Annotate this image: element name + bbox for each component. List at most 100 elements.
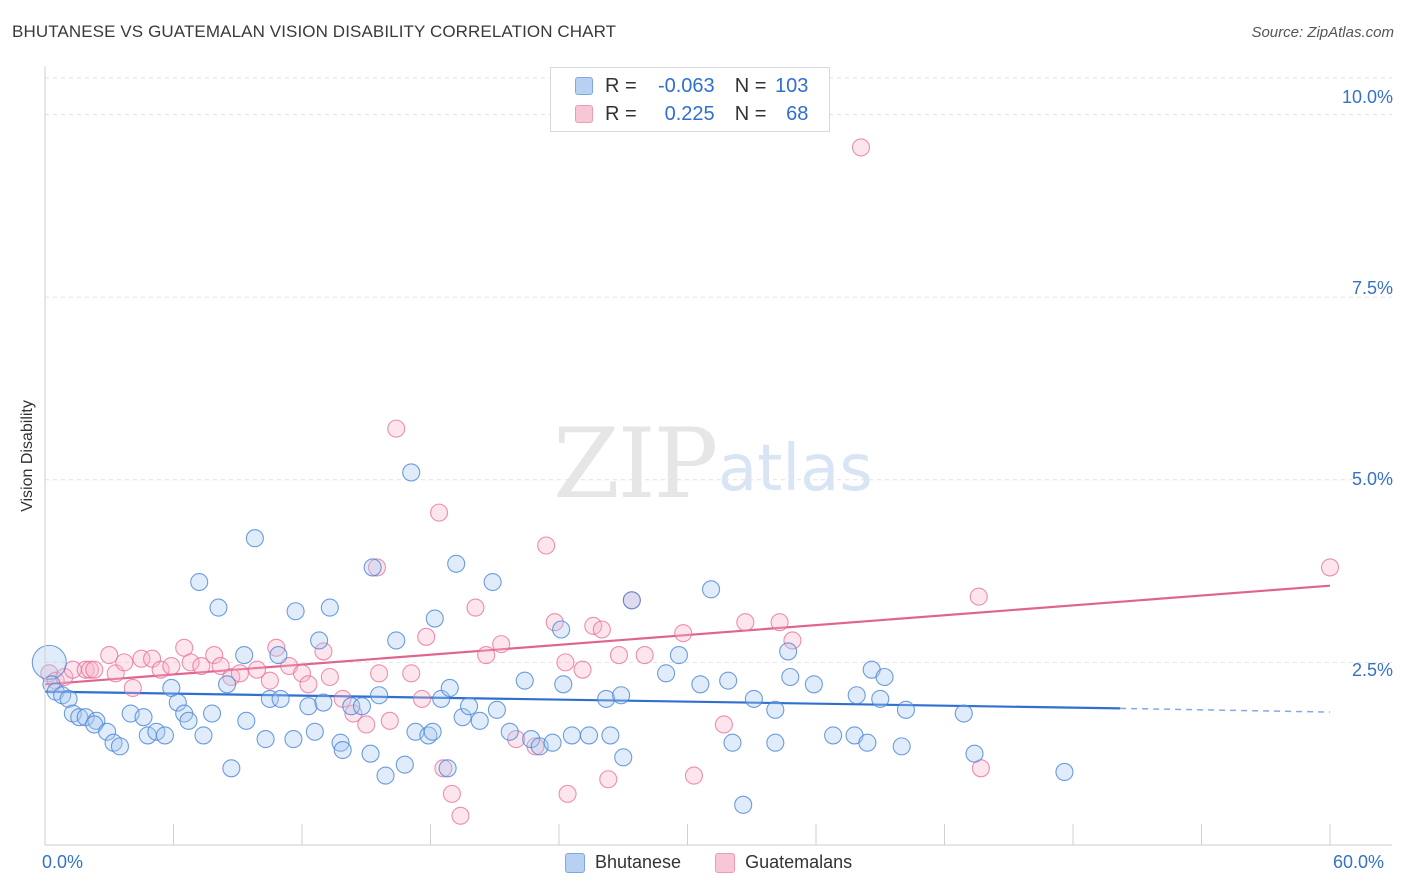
guatemalans-point [635,646,654,665]
guatemalans-point [434,759,453,778]
bhutanese-point [168,693,187,712]
legend-row-bhutanese: R = -0.063 N = 103 [575,73,808,99]
bhutanese-point [70,708,89,727]
bhutanese-point [237,711,256,730]
legend-r-value: 0.225 [664,102,715,125]
axis-layer [44,66,1392,846]
bhutanese-point [342,697,361,716]
bhutanese-point [965,744,984,763]
series-legend: Bhutanese Guatemalans [565,852,886,873]
guatemalans-point [507,730,526,749]
bhutanese-point [858,733,877,752]
guatemalans-point [211,656,230,676]
y-tick-2-5: 2.5% [1351,660,1393,680]
bhutanese-point [333,740,352,760]
bhutanese-point [179,711,198,730]
bhutanese-point [515,671,534,690]
legend-row-guatemalans: R = 0.225 N = 68 [575,101,808,127]
trend-layer [44,584,1331,713]
bhutanese-point [387,631,406,650]
x-tick-max: 60.0% [1333,852,1385,872]
bhutanese-point [190,572,209,592]
guatemalans-point [402,664,421,683]
legend-r-label: R = [605,74,637,97]
bhutanese-point [376,766,395,785]
bhutanese-point [110,737,130,756]
legend-r-value: -0.063 [657,74,715,97]
guatemalans-point [1320,558,1340,577]
guatemalans-point [674,624,693,643]
bhutanese-point [779,642,798,661]
guatemalans-point [162,656,181,676]
guatemalans-point [545,613,564,632]
guatemalans-point [387,419,406,438]
y-tick-5: 5.0% [1351,469,1393,489]
bhutanese-point [134,708,153,727]
bhutanese-point [543,733,562,752]
guatemalans-point [292,664,312,683]
guatemalans-point [314,642,333,661]
guatemalans-point [85,660,104,679]
guatemalans-point [115,653,134,672]
bhutanese-point [579,726,599,745]
bhutanese-point [305,722,324,741]
bhutanese-point [59,689,78,708]
guatemalans-point [537,536,556,555]
bhutanese-point [194,726,213,745]
bhutanese-point [597,689,616,708]
bhutanese-point [260,689,279,708]
guatemalans-point [592,620,611,639]
guatemalans-point [123,678,142,697]
guatemalans-point [267,638,286,657]
bhutanese-point [269,646,288,665]
stats-legend: R = -0.063 N = 103 R = 0.225 N = 68 [550,67,830,132]
guatemalans-point [969,587,988,606]
guatemalans-point [230,664,249,683]
source-label: Source: ZipAtlas.com [1251,24,1394,41]
series-legend-guatemalans[interactable]: Guatemalans [715,852,852,873]
series-swatch-bhutanese [565,852,585,873]
bhutanese-point [352,697,372,716]
bhutanese-point [314,693,333,712]
guatemalans-point [247,660,267,679]
guatemalans-point [205,646,224,665]
bhutanese-point [500,722,519,741]
guatemalans-point [736,613,755,632]
bhutanese-point [310,631,329,650]
guatemalans-point [412,689,431,708]
watermark-atlas: atlas [718,432,873,506]
bhutanese-point [719,671,738,690]
guatemalans-point [357,715,376,734]
watermark-zip: ZIP [553,408,718,520]
bhutanese-point [601,726,620,745]
bhutanese-point [847,686,866,705]
x-tick-min: 0.0% [42,852,84,872]
bhutanese-point [235,646,254,665]
bhutanese-point [245,529,264,548]
legend-n-value: 68 [786,102,809,125]
bhutanese-point [363,558,382,577]
bhutanese-point [734,795,753,814]
bhutanese-point [217,675,237,694]
grid-layer [45,77,1392,663]
legend-swatch-bhutanese [575,77,593,95]
guatemalans-point [151,660,170,679]
bhutanese-trendline-extension [1120,707,1331,713]
guatemalans-point [417,627,436,646]
bhutanese-point [871,689,890,708]
bhutanese-point [459,697,479,716]
bhutanese-point [284,730,303,749]
bhutanese-point [657,664,676,683]
bhutanese-point [954,704,973,723]
series-legend-bhutanese[interactable]: Bhutanese [565,852,681,873]
legend-r-label: R = [605,102,637,125]
bhutanese-point [487,700,506,719]
bhutanese-point [614,748,633,767]
y-axis-label: Vision Disability [19,400,36,512]
bhutanese-point [691,675,710,694]
bhutanese-point [402,463,421,482]
bhutanese-point [766,700,785,719]
chart-title: BHUTANESE VS GUATEMALAN VISION DISABILIT… [12,22,617,41]
bhutanese-point [562,726,581,745]
